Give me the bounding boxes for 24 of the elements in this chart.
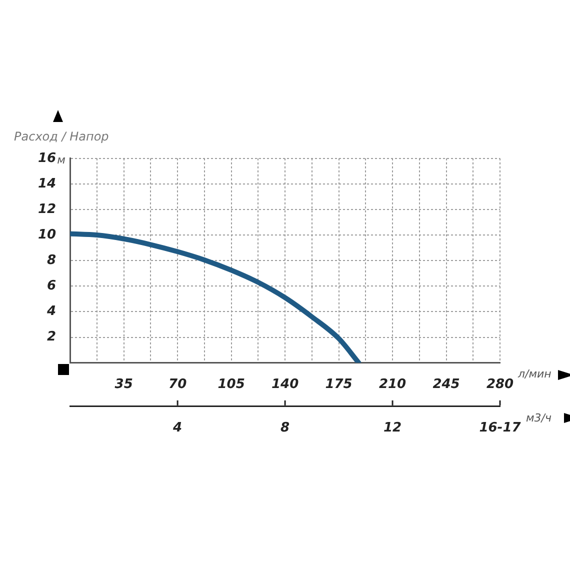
y-axis-title: м xyxy=(57,153,66,166)
x-tick-label: 140 xyxy=(271,376,299,392)
x-axis-title: л/мин xyxy=(517,368,552,381)
x-tick-label: 175 xyxy=(325,376,352,392)
x2-tick-label: 16-17 xyxy=(479,420,522,436)
x-tick-label: 210 xyxy=(378,376,406,392)
y-tick-label: 16 xyxy=(38,150,56,166)
y-tick-label: 12 xyxy=(38,202,56,217)
x2-tick-label: 4 xyxy=(172,420,182,436)
x-tick-label: 105 xyxy=(218,376,245,392)
x2-tick-label: 12 xyxy=(383,420,402,436)
y-tick-label: 14 xyxy=(38,176,56,192)
y-tick-label: 6 xyxy=(47,278,56,294)
x-tick-label: 280 xyxy=(486,376,514,392)
y-tick-label: 8 xyxy=(47,252,56,268)
x-tick-label: 70 xyxy=(168,376,187,392)
x2-tick-label: 8 xyxy=(280,420,290,436)
y-tick-label: 4 xyxy=(46,304,56,320)
x2-axis-title: м3/ч xyxy=(526,411,552,424)
x-tick-label: 245 xyxy=(432,376,460,392)
y-tick-label: 2 xyxy=(47,330,56,345)
chart-title: Расход / Напор xyxy=(14,129,110,144)
y-tick-label: 10 xyxy=(38,227,56,242)
x-tick-label: 35 xyxy=(114,376,133,392)
